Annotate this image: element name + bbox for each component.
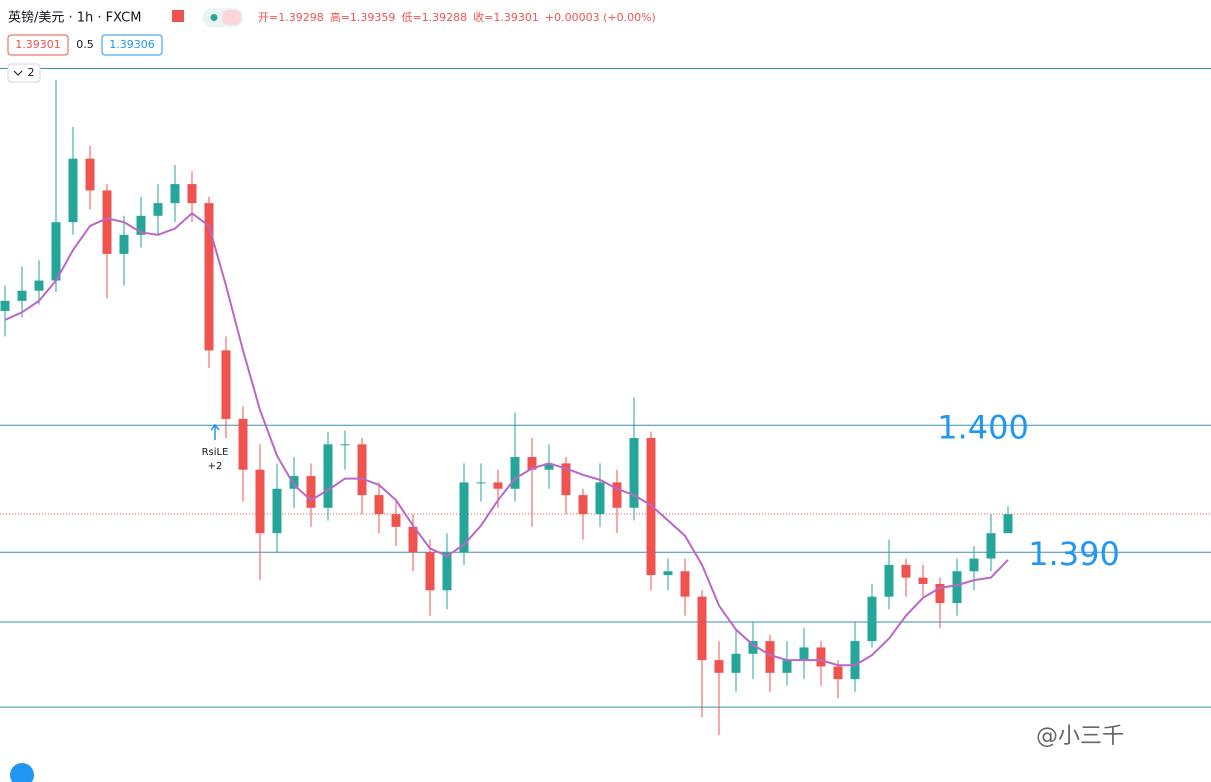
candle-body <box>306 476 316 508</box>
candle-body <box>986 533 996 559</box>
candle-body <box>357 444 367 496</box>
candle-body <box>51 222 61 281</box>
candle-body <box>527 457 537 470</box>
candle-body <box>408 526 418 553</box>
candle-body <box>459 482 469 553</box>
candle-body <box>901 564 911 578</box>
candle-body <box>272 488 282 534</box>
ohlc-value: 收=1.39301 <box>473 10 539 24</box>
bid: 1.39301 <box>15 38 61 51</box>
candle-body <box>323 444 333 508</box>
candle-body <box>935 583 945 604</box>
candle-body <box>476 482 486 484</box>
candle-body <box>765 641 775 673</box>
logo[interactable] <box>10 763 34 782</box>
candle-body <box>714 660 724 673</box>
candle-body <box>799 647 809 661</box>
candle-body <box>629 437 639 508</box>
candle-body <box>731 653 741 673</box>
watermark: @小三千 <box>1036 724 1124 749</box>
candle-body <box>391 514 401 527</box>
status-dot <box>210 14 218 21</box>
ask: 1.39306 <box>109 38 155 51</box>
candle-body <box>136 215 146 235</box>
candle-body <box>612 482 622 508</box>
candle-body <box>748 641 758 654</box>
candle-body <box>663 571 673 576</box>
candle-body <box>510 457 520 489</box>
bid-box[interactable] <box>7 34 69 56</box>
candle-body <box>221 350 231 419</box>
candle-body <box>68 158 78 223</box>
candle-body <box>816 647 826 667</box>
candle-body <box>1003 514 1013 534</box>
candle-body <box>374 495 384 515</box>
candle-body <box>578 495 588 515</box>
candle-body <box>255 469 265 534</box>
candle-body <box>544 463 554 470</box>
candle-body <box>153 203 163 216</box>
candle-body <box>187 184 197 204</box>
ohlc-legend: 开=1.39298 高=1.39359 低=1.39288 收=1.39301 +0.0… <box>258 10 656 24</box>
moving-average <box>4 211 1009 667</box>
candle-body <box>850 641 860 680</box>
chevron <box>13 70 23 76</box>
candle-body <box>119 234 129 254</box>
plot-area: 1.400 1.390 <box>0 68 1211 736</box>
level-label: 1.390 <box>1028 535 1120 573</box>
candle-body <box>918 577 928 584</box>
collapse-count: 2 <box>28 66 35 79</box>
candle-body <box>680 571 690 597</box>
candle-body <box>884 564 894 597</box>
level-label: 1.400 <box>937 408 1029 446</box>
flag-icon[interactable] <box>172 10 184 22</box>
ask-box[interactable] <box>101 34 163 56</box>
ohlc-value: 低=1.39288 <box>401 11 467 24</box>
signal-arrow <box>210 423 220 440</box>
ohlc-value: +0.00003 (+0.00%) <box>545 11 656 24</box>
candle-body <box>425 552 435 591</box>
candle-body <box>782 660 792 673</box>
candle-body <box>85 158 95 191</box>
candle-body <box>697 596 707 661</box>
candle-body <box>867 596 877 642</box>
candle-body <box>595 482 605 515</box>
candle-body <box>493 482 503 489</box>
candle-body <box>204 203 214 351</box>
ohlc-value: 高=1.39359 <box>330 10 396 24</box>
candle-body <box>170 184 180 204</box>
candle-body <box>969 558 979 572</box>
ohlc-value: 开=1.39298 <box>258 11 324 24</box>
candle-body <box>289 476 299 489</box>
symbol: 英镑/美元 · 1h · FXCM <box>8 10 141 26</box>
collapse-button[interactable] <box>7 63 41 83</box>
candle-body <box>0 300 10 312</box>
candle-body <box>833 666 843 680</box>
candle-body <box>340 444 350 446</box>
candle-body <box>238 418 248 470</box>
candle-body <box>102 190 112 254</box>
candle-body <box>952 571 962 604</box>
spread: 0.5 <box>76 38 94 51</box>
candle-body <box>442 552 452 591</box>
signal-label: RsiLE <box>202 447 229 458</box>
signal-qty: +2 <box>208 461 223 472</box>
candle-body <box>561 463 571 496</box>
candle-body <box>34 280 44 291</box>
status-wave <box>222 10 241 25</box>
candle-body <box>17 290 27 301</box>
